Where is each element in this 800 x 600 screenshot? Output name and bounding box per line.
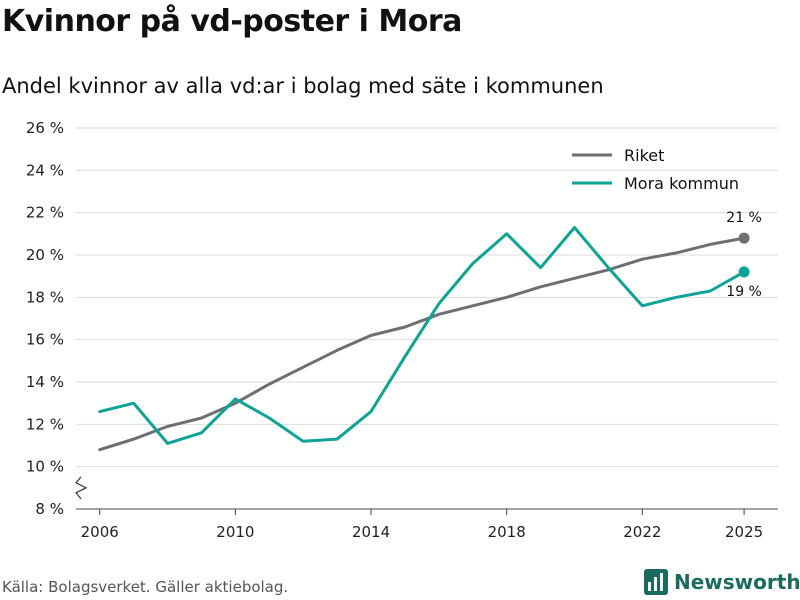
x-tick-label: 2022 xyxy=(623,523,661,541)
x-tick-label: 2025 xyxy=(725,523,763,541)
brand-logo: Newsworthy xyxy=(644,569,800,595)
series-line-riket xyxy=(98,236,746,452)
chart-subtitle: Andel kvinnor av alla vd:ar i bolag med … xyxy=(2,74,604,98)
series-line-mora xyxy=(98,226,746,445)
data-label: 19 % xyxy=(726,284,762,300)
y-tick-label: 18 % xyxy=(26,288,64,306)
x-tick-label: 2006 xyxy=(81,523,119,541)
x-tick-label: 2018 xyxy=(488,523,526,541)
y-tick-label: 22 % xyxy=(26,204,64,222)
y-tick-label: 8 % xyxy=(35,500,64,518)
y-tick-label: 14 % xyxy=(26,373,64,391)
x-tick-label: 2014 xyxy=(352,523,390,541)
x-tick-label: 2010 xyxy=(216,523,254,541)
axis-break-mask xyxy=(74,476,88,499)
line-chart: 8 % 10 % 12 % 14 % 16 % 18 % 20 % 22 % 24 % 26 % 2… xyxy=(26,119,778,541)
chart-title: Kvinnor på vd-poster i Mora xyxy=(2,4,462,39)
series-end-marker xyxy=(738,266,750,278)
y-tick-label: 12 % xyxy=(26,415,64,433)
legend-label: Mora kommun xyxy=(624,174,739,193)
y-tick-label: 10 % xyxy=(26,458,64,476)
brand-name: Newsworthy xyxy=(674,570,800,594)
series-end-marker xyxy=(738,232,750,244)
newsworthy-logo-icon xyxy=(644,569,668,595)
y-tick-label: 20 % xyxy=(26,246,64,264)
y-tick-label: 24 % xyxy=(26,161,64,179)
y-tick-label: 16 % xyxy=(26,331,64,349)
axis-break-icon xyxy=(75,476,88,500)
y-tick-label: 26 % xyxy=(26,119,64,137)
data-label: 21 % xyxy=(726,210,762,226)
source-note: Källa: Bolagsverket. Gäller aktiebolag. xyxy=(2,578,289,596)
legend-label: Riket xyxy=(624,146,664,165)
